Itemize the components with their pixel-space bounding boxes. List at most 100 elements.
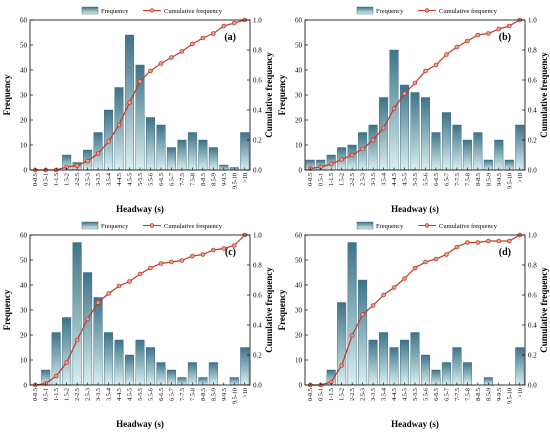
y-tick-label: 0 xyxy=(299,382,303,390)
x-tick-label: >10 xyxy=(517,388,524,398)
cumulative-point-6-6.5 xyxy=(433,62,439,68)
bar-8.5-9 xyxy=(208,362,218,386)
bar-7.5-8 xyxy=(462,139,472,171)
y2-tick-label: 0.4 xyxy=(253,322,262,330)
y2-tick-label: 0.4 xyxy=(528,322,537,330)
y-tick-label: 10 xyxy=(20,357,28,365)
cumulative-point-4.5-5 xyxy=(402,91,407,96)
y-tick-label: 40 xyxy=(20,67,28,75)
legend-line-label: Cumulative frequency xyxy=(164,223,223,230)
bar-4-4.5 xyxy=(389,347,399,386)
chart-svg-3: 0 10 20 30 40 50 60 0.0 0.2 0.4 0.6 0.8 1.0 0-0.5 0.5-… xyxy=(2,221,274,429)
x-tick-label: 6.5-7 xyxy=(168,173,175,186)
y-axis-title: Frequency xyxy=(2,289,12,330)
panel-label: (b) xyxy=(499,32,511,43)
bar-7.5-8 xyxy=(462,362,472,386)
x-tick-label: >10 xyxy=(517,173,524,183)
chart-panel-1: 0 10 20 30 40 50 60 0.0 0.2 0.4 0.6 0.8 1.0 0-0.5 0.5-… xyxy=(0,0,275,215)
bar-3-3.5 xyxy=(368,339,378,386)
y2-tick-label: 0.6 xyxy=(253,292,262,300)
cumulative-point-5.5-6 xyxy=(423,68,428,74)
cumulative-point-4.5-5 xyxy=(402,276,407,281)
x-tick-label: 6-6.5 xyxy=(433,173,440,186)
bar-7.5-8 xyxy=(187,362,197,386)
cumulative-point-2.5-3 xyxy=(360,312,365,317)
cumulative-point-4-4.5 xyxy=(391,285,397,290)
bar-3.5-4 xyxy=(379,332,389,386)
cumulative-point-7.5-8 xyxy=(190,41,195,47)
x-tick-label: 5.5-6 xyxy=(422,388,429,401)
x-tick-label: 4-4.5 xyxy=(116,173,123,186)
x-tick-label: 8.5-9 xyxy=(485,173,492,186)
x-tick-label: 2.5-3 xyxy=(360,388,367,401)
cumulative-point-5.5-6 xyxy=(423,259,428,265)
y-tick-label: 20 xyxy=(295,332,303,340)
bar->10 xyxy=(240,132,250,171)
x-tick-label: 0.5-1 xyxy=(43,388,50,401)
bar-8-8.5 xyxy=(473,132,483,171)
x-tick-label: 3.5-4 xyxy=(106,173,113,186)
x-tick-label: 0.5-1 xyxy=(43,173,50,186)
x-tick-label: 2.5-3 xyxy=(360,173,367,186)
y2-tick-label: 0.2 xyxy=(528,137,537,145)
y2-tick-label: 0.2 xyxy=(253,352,262,360)
bar-3-3.5 xyxy=(368,124,378,171)
cumulative-point-1.5-2 xyxy=(339,363,344,368)
cumulative-point-4-4.5 xyxy=(391,106,397,111)
bar-5.5-6 xyxy=(145,347,155,386)
cumulative-point-6-6.5 xyxy=(158,61,164,66)
cumulative-point-7-7.5 xyxy=(454,44,460,50)
cumulative-point-5.5-6 xyxy=(148,68,153,74)
y2-tick-label: 0.4 xyxy=(528,107,537,115)
y-axis-title: Frequency xyxy=(277,74,287,115)
x-tick-label: 4.5-5 xyxy=(127,173,134,186)
x-tick-label: 4-4.5 xyxy=(391,388,398,401)
x-tick-label: 7.5-8 xyxy=(189,388,196,401)
bar-9-9.5 xyxy=(494,139,504,171)
cumulative-point-9-9.5 xyxy=(221,23,227,29)
x-axis-title: Headway (s) xyxy=(391,204,439,214)
x-tick-label: 3-3.5 xyxy=(95,388,102,401)
x-tick-label: 2.5-3 xyxy=(85,173,92,186)
panel-label: (d) xyxy=(499,247,511,258)
legend-bar-swatch xyxy=(356,221,374,230)
cumulative-point-2-2.5 xyxy=(74,163,80,168)
cumulative-point-6.5-7 xyxy=(169,259,174,265)
y2-tick-label: 1.0 xyxy=(253,17,262,25)
y2-tick-label: 0.0 xyxy=(253,167,262,175)
y2-tick-label: 0.6 xyxy=(528,77,537,85)
x-tick-label: 2-2.5 xyxy=(74,388,81,401)
x-tick-label: 5-5.5 xyxy=(412,388,419,401)
x-tick-label: 7-7.5 xyxy=(454,388,461,401)
cumulative-point-5-5.5 xyxy=(412,265,418,271)
y-tick-label: 30 xyxy=(295,92,303,100)
bar-6.5-7 xyxy=(441,112,451,171)
cumulative-point-9.5-10 xyxy=(506,238,512,244)
cumulative-point-8.5-9 xyxy=(211,247,216,253)
bar->10 xyxy=(240,347,250,386)
cumulative-point-3-3.5 xyxy=(370,137,376,143)
x-tick-label: 8.5-9 xyxy=(485,388,492,401)
x-tick-label: 8.5-9 xyxy=(210,388,217,401)
bar-8-8.5 xyxy=(198,139,208,171)
y-tick-label: 60 xyxy=(20,17,28,25)
y2-tick-label: 0.0 xyxy=(528,382,537,390)
x-tick-label: 4.5-5 xyxy=(402,388,409,401)
cumulative-point-6.5-7 xyxy=(444,252,449,257)
x-tick-label: 1-1.5 xyxy=(53,173,60,186)
y-tick-label: 50 xyxy=(20,42,28,50)
bar->10 xyxy=(515,124,525,171)
x-tick-label: 2-2.5 xyxy=(349,173,356,186)
y-tick-label: 60 xyxy=(20,232,28,240)
panel-label: (a) xyxy=(224,32,236,43)
bar-7-7.5 xyxy=(452,347,462,386)
y2-axis-title: Cumulative frequency xyxy=(264,267,274,353)
y-tick-label: 30 xyxy=(20,307,28,315)
y-tick-label: 20 xyxy=(295,117,303,125)
y2-tick-label: 0.6 xyxy=(253,77,262,85)
cumulative-point-6-6.5 xyxy=(158,261,164,266)
y-axis-title: Frequency xyxy=(2,74,12,115)
y2-tick-label: 0.4 xyxy=(253,107,262,115)
cumulative-point-9.5-10 xyxy=(506,23,512,29)
